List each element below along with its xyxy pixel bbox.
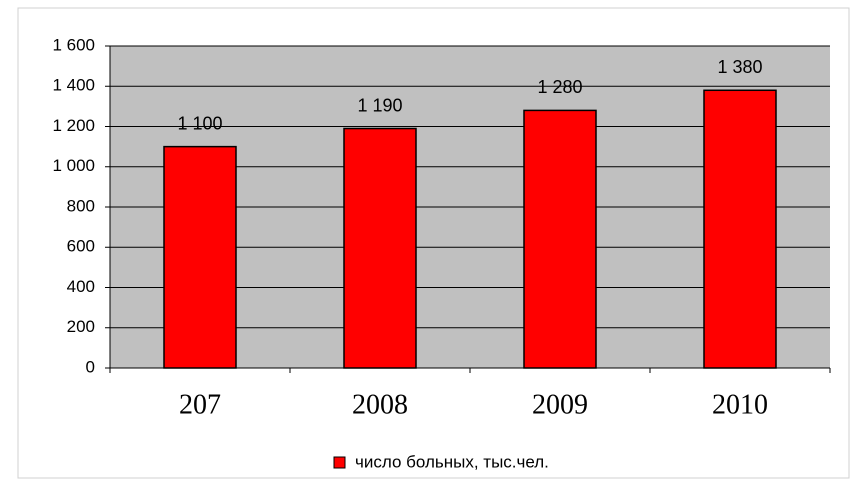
y-tick-label: 1 400 xyxy=(52,76,95,95)
x-tick-label: 2008 xyxy=(352,389,408,420)
legend-swatch xyxy=(333,456,346,469)
y-tick-label: 600 xyxy=(67,237,95,256)
data-label: 1 190 xyxy=(357,95,402,115)
data-label: 1 100 xyxy=(177,113,222,133)
bar xyxy=(703,89,777,369)
bar xyxy=(163,145,237,369)
y-tick-label: 400 xyxy=(67,277,95,296)
legend-label: число больных, тыс.чел. xyxy=(355,452,549,471)
y-tick-label: 200 xyxy=(67,317,95,336)
data-label: 1 280 xyxy=(537,77,582,97)
bar xyxy=(343,127,417,369)
y-tick-label: 1 600 xyxy=(52,35,95,54)
x-tick-label: 2010 xyxy=(712,389,768,420)
y-tick-label: 0 xyxy=(86,357,95,376)
bar xyxy=(523,109,597,369)
x-tick-label: 2009 xyxy=(532,389,588,420)
y-tick-label: 800 xyxy=(67,196,95,215)
y-tick-label: 1 000 xyxy=(52,156,95,175)
x-tick-label: 207 xyxy=(179,389,221,420)
y-tick-label: 1 200 xyxy=(52,116,95,135)
data-label: 1 380 xyxy=(717,57,762,77)
